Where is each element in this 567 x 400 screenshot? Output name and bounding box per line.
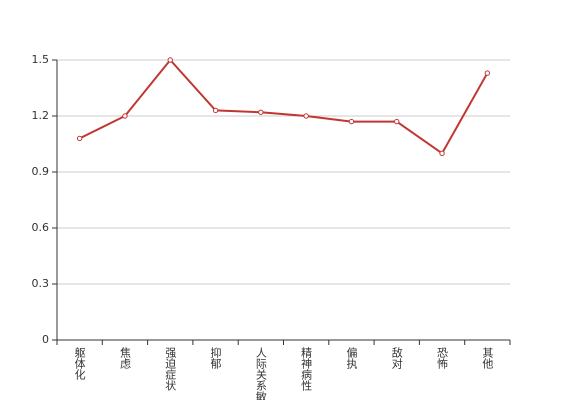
line bbox=[79, 58, 489, 155]
x-tick-label: 恐怖 bbox=[436, 347, 449, 369]
y-tick-label: 0 bbox=[42, 333, 49, 346]
point bbox=[212, 107, 219, 114]
y-tick-label: 0.9 bbox=[32, 165, 50, 178]
x-tick-label: 敌对 bbox=[390, 346, 403, 369]
x-tick-label: 焦虑 bbox=[118, 347, 131, 369]
point bbox=[258, 109, 264, 115]
point bbox=[303, 113, 309, 119]
point bbox=[394, 118, 400, 125]
point bbox=[348, 118, 355, 125]
y-tick-label: 1.5 bbox=[32, 53, 50, 66]
y-tick-label: 0.3 bbox=[32, 277, 50, 290]
x-tick-label: 其他 bbox=[481, 347, 494, 369]
x-tick-label: 精神病性 bbox=[300, 347, 313, 392]
point bbox=[439, 150, 445, 157]
point bbox=[167, 57, 173, 63]
x-tick-label: 偏执 bbox=[345, 346, 358, 370]
y-tick-label: 0.6 bbox=[32, 221, 50, 234]
x-tick-label: 人际关系敏感 bbox=[254, 347, 267, 400]
point bbox=[484, 70, 491, 76]
x-tick-label: 抑郁 bbox=[209, 346, 222, 369]
y-tick-label: 1.2 bbox=[32, 109, 50, 122]
x-tick-label: 躯体化 bbox=[73, 347, 86, 381]
x-tick-label: 强迫症状 bbox=[164, 347, 177, 391]
point bbox=[76, 135, 83, 142]
point bbox=[122, 113, 128, 119]
